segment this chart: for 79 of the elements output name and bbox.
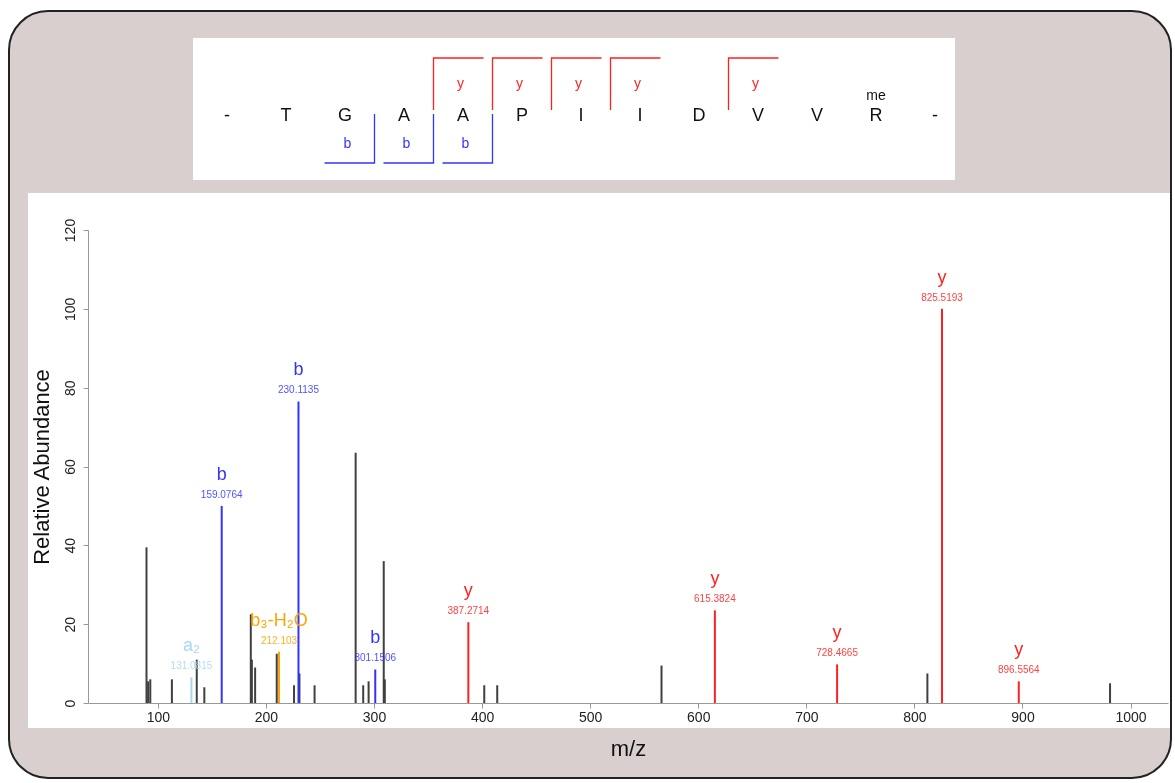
x-tick-label: 1000 bbox=[1115, 708, 1147, 725]
y-tick-label: 40 bbox=[61, 537, 78, 554]
bar bbox=[713, 610, 716, 703]
x-tick-label: 100 bbox=[146, 708, 171, 725]
text: V bbox=[751, 105, 765, 125]
y-tick-label: 100 bbox=[61, 297, 78, 322]
text: A bbox=[397, 105, 411, 125]
bar bbox=[496, 685, 499, 703]
annotation: b bbox=[370, 627, 381, 648]
text: R bbox=[869, 105, 883, 125]
text: - bbox=[932, 105, 938, 125]
x-axis-title: m/z bbox=[610, 735, 647, 761]
x-tick-label: 900 bbox=[1011, 708, 1035, 725]
text: - bbox=[224, 105, 230, 125]
text: I bbox=[637, 105, 643, 125]
bar bbox=[1017, 681, 1020, 703]
bar bbox=[220, 505, 223, 703]
bar bbox=[170, 679, 173, 703]
annotation: 728.4665 bbox=[816, 647, 859, 659]
y-axis-title: Relative Abundance bbox=[28, 369, 54, 565]
bar bbox=[145, 547, 148, 703]
annotation: b bbox=[216, 463, 227, 484]
bar bbox=[362, 685, 365, 703]
y-tick-label: 120 bbox=[61, 218, 78, 243]
y-tick-label: 60 bbox=[61, 459, 78, 475]
text: V bbox=[810, 105, 824, 125]
annotation: 387.2714 bbox=[447, 605, 490, 617]
annotation: 230.1135 bbox=[277, 384, 320, 396]
annotation: 212.103 bbox=[260, 634, 298, 646]
bar bbox=[836, 664, 839, 703]
bar bbox=[367, 681, 370, 703]
bar bbox=[313, 685, 316, 703]
bar bbox=[467, 622, 470, 703]
annotation: a₂ bbox=[182, 635, 200, 656]
x-tick-label: 800 bbox=[903, 708, 927, 725]
bar bbox=[374, 669, 377, 703]
text: y bbox=[575, 75, 582, 91]
text: y bbox=[516, 75, 523, 91]
x-tick-label: 700 bbox=[795, 708, 819, 725]
text: y bbox=[634, 75, 641, 91]
text: b bbox=[343, 135, 352, 151]
y-tick-label: 0 bbox=[61, 699, 78, 708]
x-tick-label: 200 bbox=[254, 708, 279, 725]
x-tick-label: 500 bbox=[578, 708, 603, 725]
bar bbox=[203, 687, 206, 703]
annotation: y bbox=[463, 580, 473, 601]
bar bbox=[354, 452, 357, 703]
annotation: b bbox=[293, 359, 304, 380]
y-tick-label: 80 bbox=[61, 380, 78, 396]
y-tick-label: 20 bbox=[61, 616, 78, 633]
text: P bbox=[515, 105, 529, 125]
annotation: 825.5193 bbox=[921, 291, 964, 303]
text: D bbox=[692, 105, 706, 125]
annotation: 159.0764 bbox=[200, 488, 243, 500]
annotation: 615.3824 bbox=[694, 593, 737, 605]
text: y bbox=[457, 75, 464, 91]
bar bbox=[190, 677, 193, 703]
bar bbox=[483, 685, 486, 703]
bar bbox=[1109, 683, 1112, 703]
annotation: y bbox=[832, 622, 842, 643]
annotation: y bbox=[1014, 639, 1024, 660]
text: y bbox=[752, 75, 759, 91]
annotation: y bbox=[710, 568, 720, 589]
bar bbox=[660, 665, 663, 703]
text: me bbox=[866, 87, 886, 103]
text: A bbox=[456, 105, 470, 125]
x-tick-label: 300 bbox=[362, 708, 387, 725]
text: b bbox=[402, 135, 411, 151]
x-tick-label: 400 bbox=[470, 708, 495, 725]
text: G bbox=[337, 105, 353, 125]
bar bbox=[941, 308, 943, 703]
text: I bbox=[578, 105, 584, 125]
text: b bbox=[461, 135, 470, 151]
bar bbox=[926, 673, 929, 703]
bar bbox=[293, 685, 296, 703]
annotation: 896.5564 bbox=[997, 664, 1041, 676]
x-tick-label: 600 bbox=[687, 708, 711, 725]
text: T bbox=[280, 105, 292, 125]
annotation: y bbox=[937, 266, 947, 287]
